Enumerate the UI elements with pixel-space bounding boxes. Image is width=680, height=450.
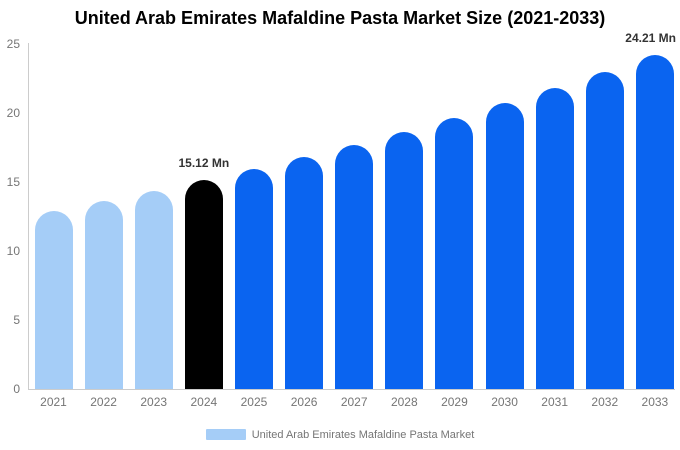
bar-2022[interactable]: [84, 201, 123, 389]
y-tick-label: 10: [6, 244, 20, 258]
bar-2024[interactable]: [184, 180, 223, 389]
bar-2028[interactable]: [385, 131, 424, 389]
bar-2025[interactable]: [234, 169, 273, 389]
bar-2032[interactable]: [585, 71, 624, 389]
legend-label: United Arab Emirates Mafaldine Pasta Mar…: [251, 428, 475, 441]
value-label-2024: 15.12 Mn: [178, 156, 230, 171]
legend-swatch: [205, 429, 246, 440]
x-tick-label-2028: 2028: [390, 395, 418, 409]
value-label-2033: 24.21 Mn: [625, 30, 676, 45]
y-axis-line: [28, 43, 29, 390]
y-tick-label: 0: [13, 382, 20, 396]
x-tick-label-2030: 2030: [491, 395, 518, 409]
bar-2031[interactable]: [535, 88, 574, 389]
x-tick-label-2029: 2029: [441, 395, 468, 409]
x-tick-label-2027: 2027: [340, 395, 368, 409]
x-tick-label-2025: 2025: [240, 395, 268, 409]
x-tick-label-2032: 2032: [591, 395, 619, 409]
y-tick-label: 20: [6, 106, 20, 120]
bar-2026[interactable]: [285, 157, 324, 389]
bar-2021[interactable]: [34, 210, 73, 389]
y-tick-label: 5: [13, 313, 20, 327]
x-tick-label-2024: 2024: [190, 395, 218, 409]
bar-2029[interactable]: [435, 117, 474, 389]
x-axis-line: [28, 389, 675, 390]
bar-2033[interactable]: [635, 54, 674, 389]
y-tick-label: 25: [6, 37, 20, 51]
x-tick-label-2031: 2031: [541, 395, 568, 409]
bar-2027[interactable]: [335, 144, 374, 389]
x-tick-label-2033: 2033: [641, 395, 669, 409]
chart-title: United Arab Emirates Mafaldine Pasta Mar…: [74, 8, 606, 28]
x-tick-label-2023: 2023: [140, 395, 168, 409]
legend[interactable]: United Arab Emirates Mafaldine Pasta Mar…: [0, 426, 680, 443]
x-tick-label-2026: 2026: [290, 395, 318, 409]
x-tick-label-2021: 2021: [40, 395, 67, 409]
bar-2023[interactable]: [134, 190, 173, 389]
x-tick-label-2022: 2022: [90, 395, 117, 409]
bar-2030[interactable]: [485, 103, 524, 389]
y-tick-label: 15: [6, 175, 20, 189]
